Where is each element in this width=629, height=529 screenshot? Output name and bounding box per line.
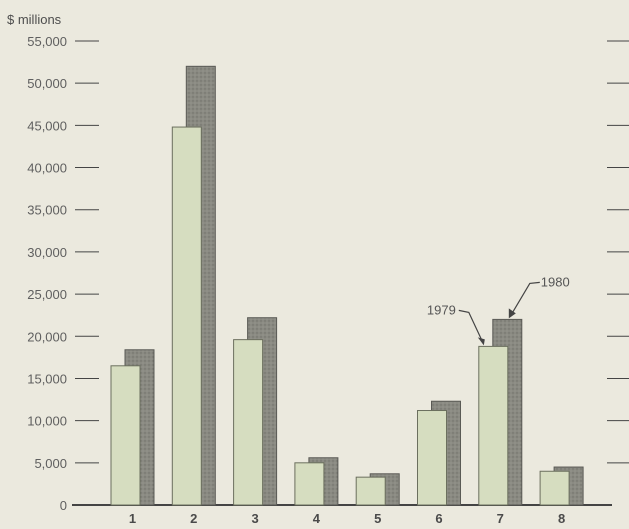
y-tick-label: 15,000 — [27, 371, 67, 386]
x-category-label: 7 — [497, 511, 504, 526]
bar-1979-7 — [478, 345, 509, 506]
bar-1979-1 — [110, 365, 141, 506]
y-tick-label: 45,000 — [27, 118, 67, 133]
y-axis-unit-label: $ millions — [7, 12, 62, 27]
y-tick-label: 20,000 — [27, 329, 67, 344]
x-category-label: 4 — [313, 511, 321, 526]
annotation-1979-arrowhead — [477, 337, 485, 346]
y-tick-label: 25,000 — [27, 287, 67, 302]
y-tick-label: 50,000 — [27, 76, 67, 91]
annotation-1979-arrow — [458, 309, 484, 343]
y-tick-label: 40,000 — [27, 161, 67, 176]
annotation-1979: 1979 — [427, 302, 456, 317]
y-tick-label: 0 — [60, 498, 67, 513]
x-category-label: 5 — [374, 511, 381, 526]
x-category-label: 1 — [129, 511, 136, 526]
bar-1979-3 — [233, 339, 264, 506]
bar-1979-8 — [539, 470, 570, 506]
annotation-1980-arrowhead — [508, 308, 516, 319]
y-tick-label: 55,000 — [27, 34, 67, 49]
x-category-label: 6 — [435, 511, 442, 526]
bar-1979-5 — [355, 476, 386, 506]
x-category-label: 2 — [190, 511, 197, 526]
bar-1979-6 — [417, 410, 447, 506]
y-tick-label: 30,000 — [27, 245, 67, 260]
axes — [72, 40, 629, 506]
labels: $ millions 0 5,000 10,000 15,000 20,000 25,000… — [7, 12, 570, 526]
x-category-label: 3 — [251, 511, 258, 526]
annotation-1980-arrow — [510, 281, 540, 316]
y-tick-label: 10,000 — [27, 414, 67, 429]
bars — [110, 65, 584, 506]
bar-1979-2 — [171, 126, 202, 506]
x-category-label: 8 — [558, 511, 565, 526]
y-tick-label: 5,000 — [34, 456, 67, 471]
y-tick-label: 35,000 — [27, 203, 67, 218]
annotation-1980: 1980 — [541, 274, 570, 289]
bar-1979-4 — [294, 462, 325, 506]
